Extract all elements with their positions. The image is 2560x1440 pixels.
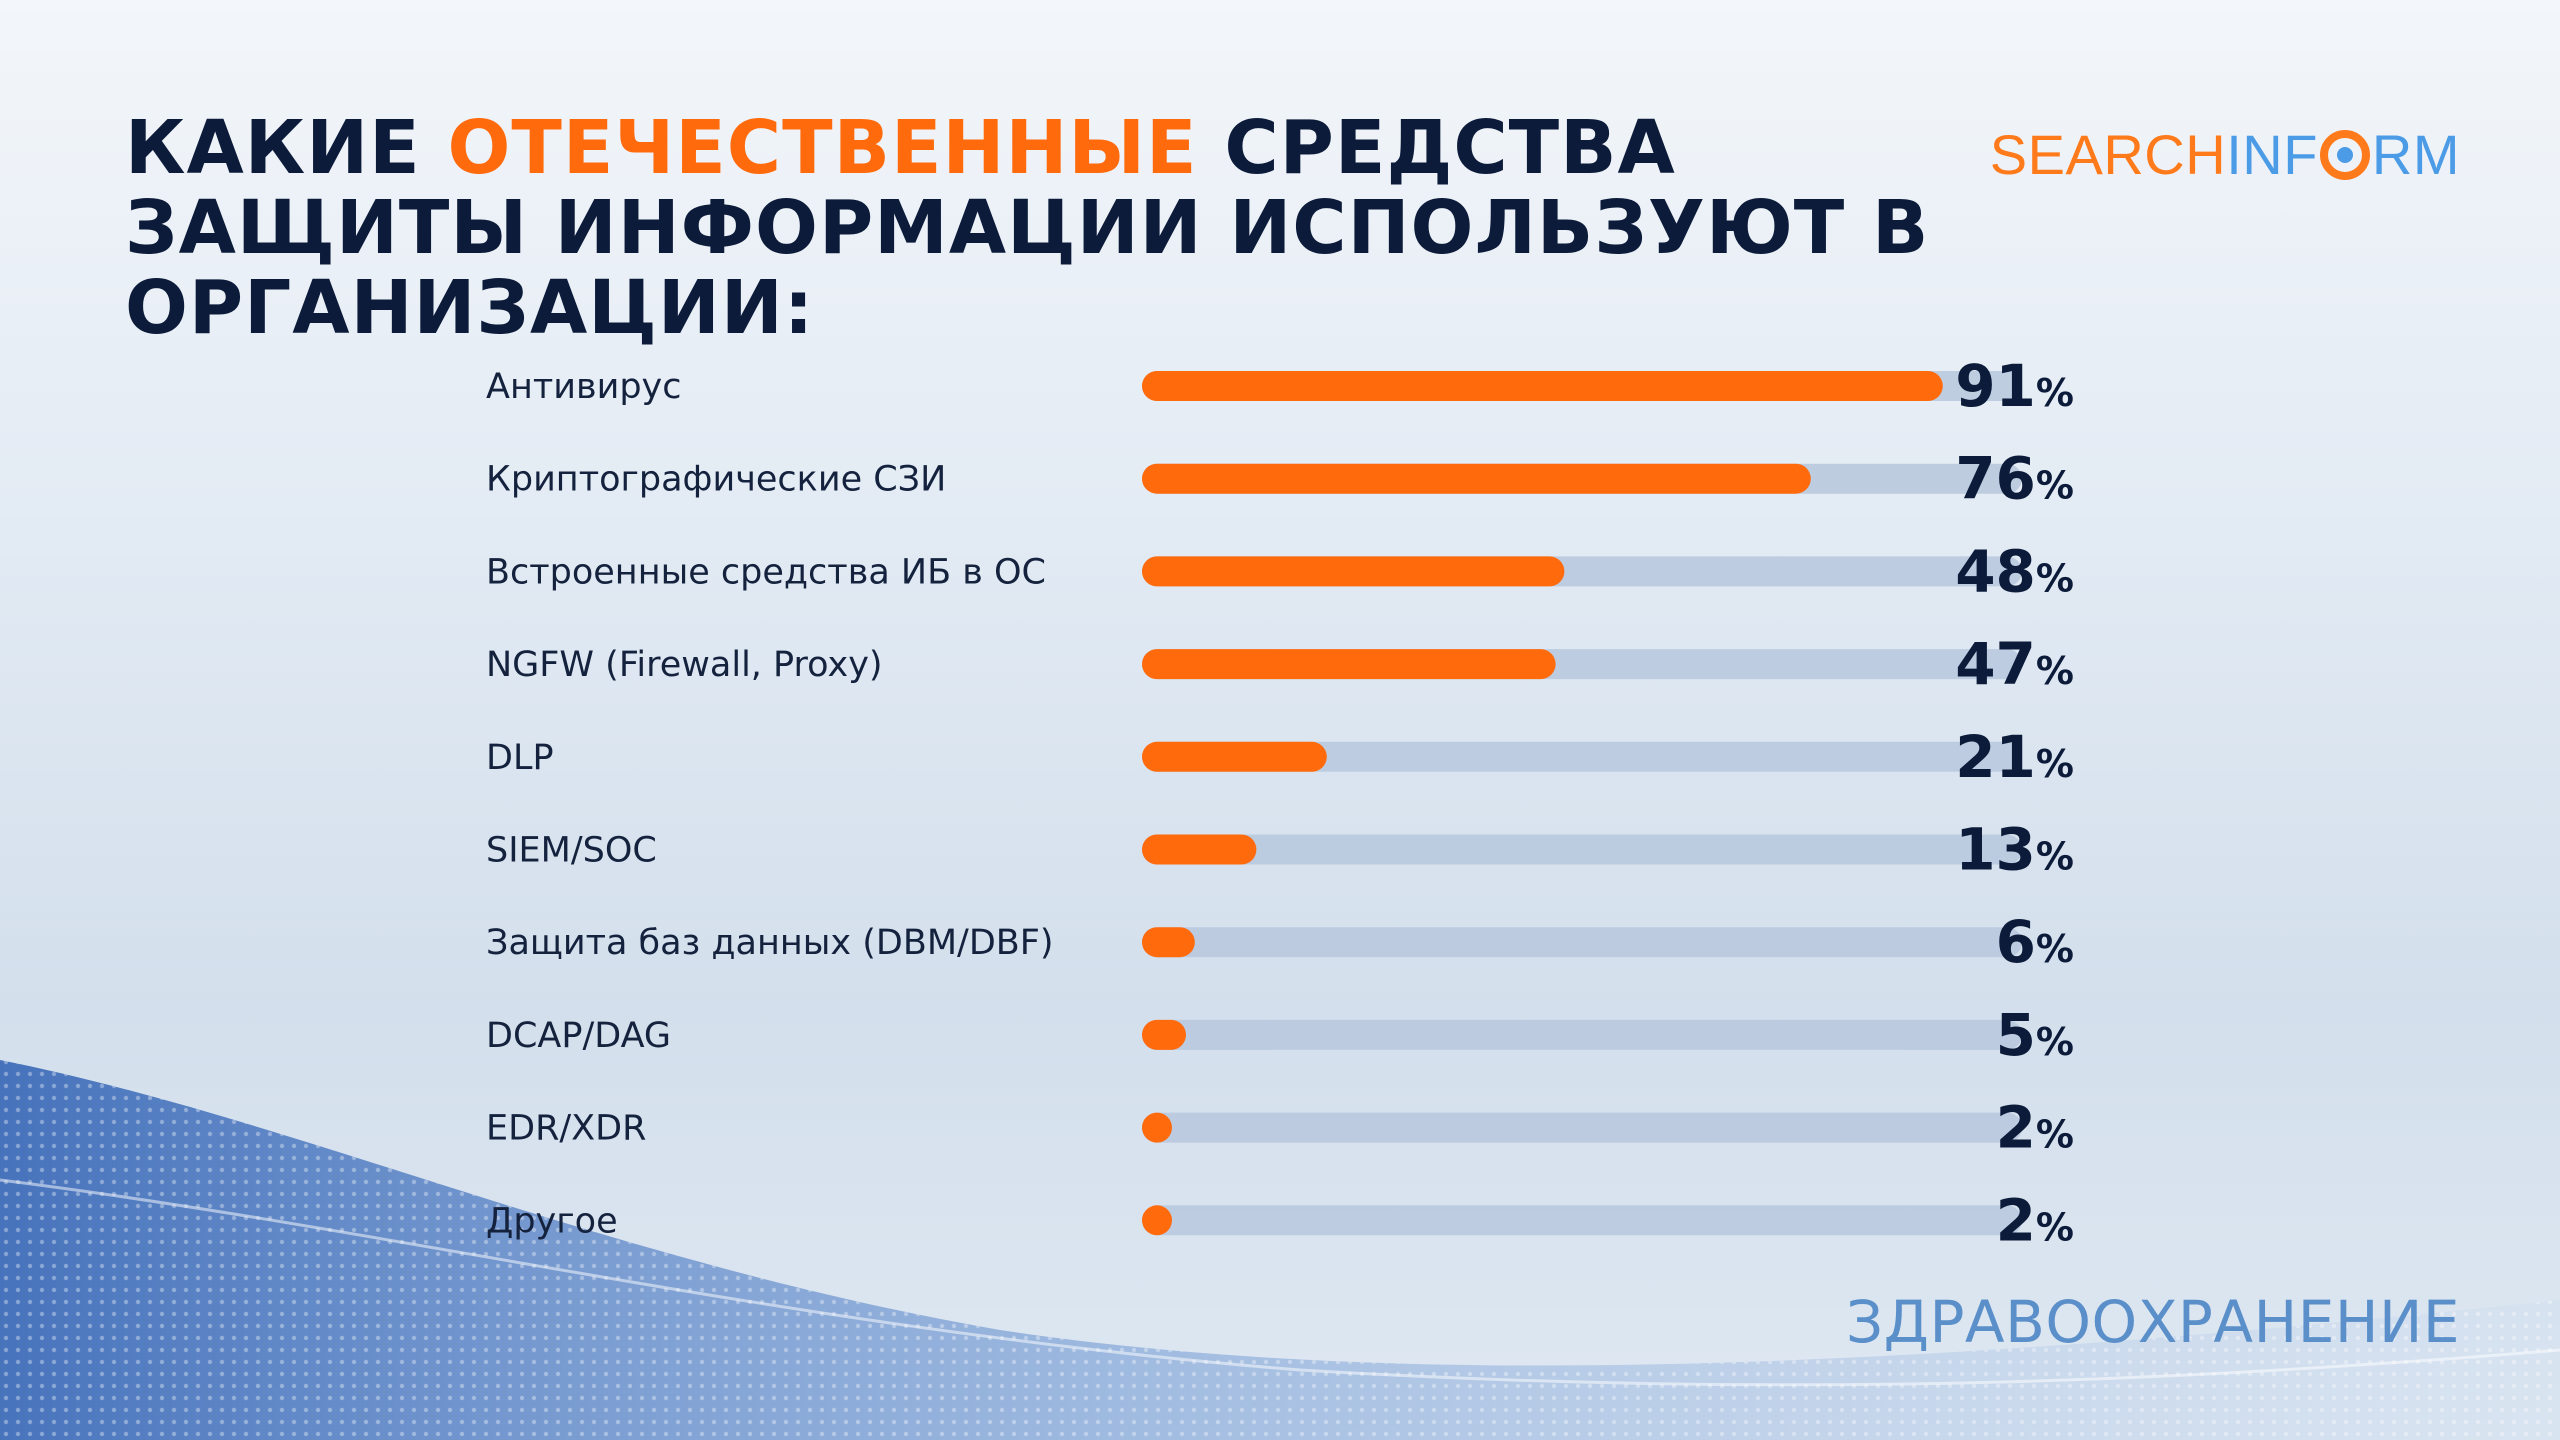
bar-row: Антивирус 91% [486,352,2074,420]
industry-label: ЗДРАВООХРАНЕНИЕ [1845,1288,2460,1356]
value-label: 76% [1955,445,2074,513]
page-title: Какие отечественные средства защиты инфо… [125,108,2025,348]
value-label: 13% [1955,816,2074,884]
bar-track [1142,1112,2022,1143]
value-number: 76 [1955,445,2036,513]
searchinform-logo: SEARCH INF RM [1990,122,2460,187]
value-number: 5 [1996,1001,2036,1069]
logo-text-search: SEARCH [1989,123,2227,186]
value-percent-sign: % [2036,1020,2074,1064]
category-label: EDR/XDR [486,1109,646,1149]
bar [1142,834,1257,865]
value-percent-sign: % [2036,1113,2074,1157]
value-number: 91 [1955,352,2036,420]
category-label: Криптографические СЗИ [486,460,946,500]
bar [1142,649,1556,680]
value-percent-sign: % [2036,835,2074,879]
value-percent-sign: % [2036,649,2074,693]
value-number: 2 [1996,1094,2036,1162]
category-label: NGFW (Firewall, Proxy) [486,645,883,685]
title-accent-word: отечественные [447,105,1198,191]
bar [1142,927,1195,958]
value-label: 91% [1955,352,2074,420]
bar-track [1142,927,2022,958]
category-label: DLP [486,738,554,778]
bar [1142,741,1327,772]
value-label: 21% [1955,723,2074,791]
value-number: 6 [1996,908,2036,976]
bar [1142,556,1565,587]
bar-row: DLP 21% [486,723,2074,791]
bar-track [1142,834,2022,865]
category-label: SIEM/SOC [486,831,657,871]
bar-track [1142,1019,2022,1050]
category-label: Встроенные средства ИБ в ОС [486,552,1046,592]
bar [1142,1112,1172,1143]
bar-row: Встроенные средства ИБ в ОС 48% [486,537,2074,605]
value-number: 47 [1955,630,2036,698]
value-label: 47% [1955,630,2074,698]
category-label: Другое [486,1201,618,1241]
value-label: 2% [1996,1094,2074,1162]
value-percent-sign: % [2036,1205,2074,1249]
bar-row: NGFW (Firewall, Proxy) 47% [486,630,2074,698]
title-part1: Какие [125,105,448,191]
logo-text-inf: INF [2226,123,2318,186]
value-percent-sign: % [2036,927,2074,971]
bar-row: SIEM/SOC 13% [486,816,2074,884]
bar-row: EDR/XDR 2% [486,1094,2074,1162]
bar [1142,1205,1172,1236]
value-percent-sign: % [2036,464,2074,508]
value-number: 48 [1955,537,2036,605]
bar [1142,371,1943,401]
bar-row: Криптографические СЗИ 76% [486,445,2074,513]
value-label: 48% [1955,537,2074,605]
value-number: 21 [1955,723,2036,791]
category-label: Защита баз данных (DBM/DBF) [486,923,1054,963]
bar-row: Защита баз данных (DBM/DBF) 6% [486,908,2074,976]
bar-row: Другое 2% [486,1186,2074,1254]
value-label: 5% [1996,1001,2074,1069]
bar [1142,1019,1186,1050]
title-part2: средства защиты информации используют в … [125,105,1930,351]
value-number: 2 [1996,1186,2036,1254]
value-percent-sign: % [2036,742,2074,786]
value-percent-sign: % [2036,371,2074,415]
value-number: 13 [1955,816,2036,884]
bar-row: DCAP/DAG 5% [486,1001,2074,1069]
value-label: 6% [1996,908,2074,976]
category-label: DCAP/DAG [486,1016,671,1056]
value-label: 2% [1996,1186,2074,1254]
bar-track [1142,741,2022,772]
bar [1142,463,1811,494]
category-label: Антивирус [486,367,682,407]
logo-magnifier-icon [2319,129,2370,180]
value-percent-sign: % [2036,556,2074,600]
bar-track [1142,1205,2022,1236]
logo-text-rm: RM [2371,123,2460,186]
